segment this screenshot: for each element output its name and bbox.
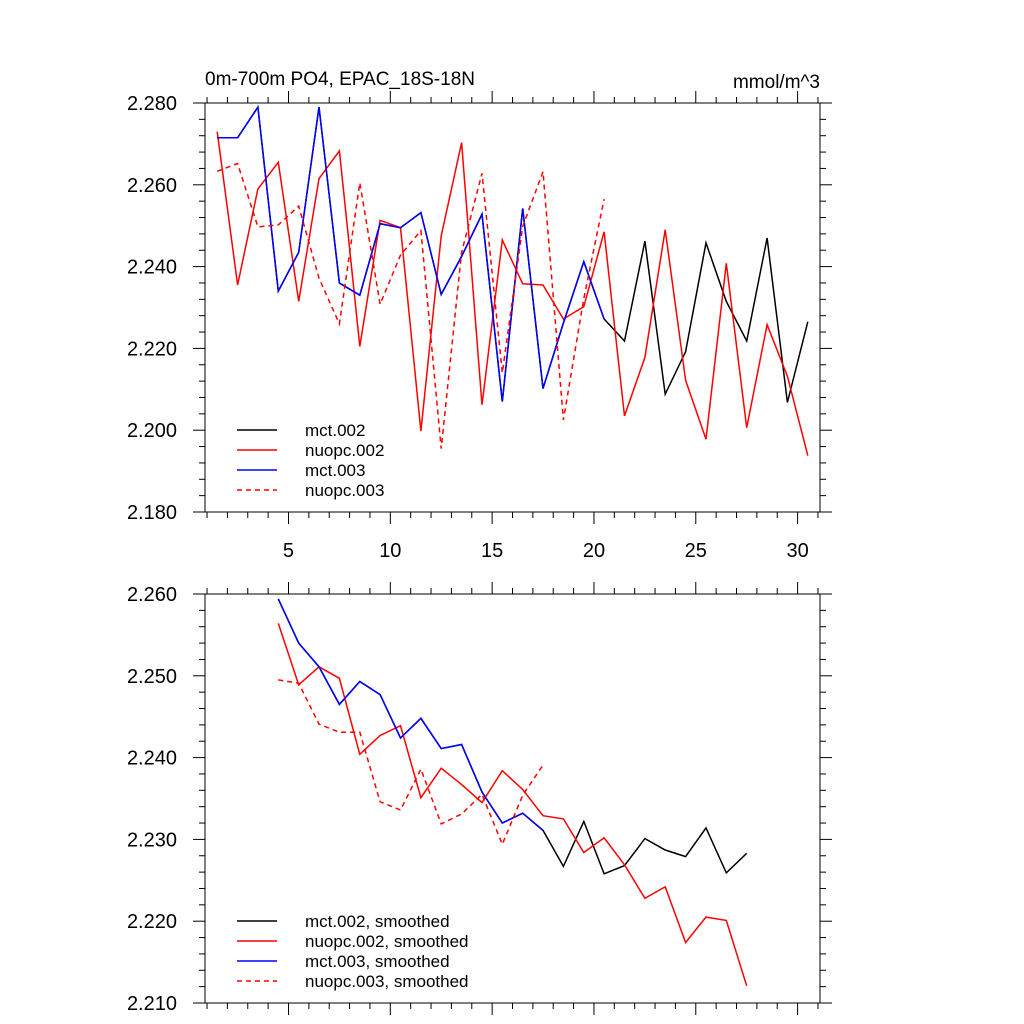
y-tick-label: 2.200 <box>127 420 177 442</box>
y-tick-label: 2.260 <box>127 584 177 606</box>
x-tick-label: 20 <box>583 540 605 562</box>
y-tick-label: 2.180 <box>127 502 177 524</box>
bottom-panel: 2.210 2.220 2.230 2.240 2.250 2.260 mct.002, s… <box>127 582 832 1015</box>
y-tick-label: 2.210 <box>127 993 177 1015</box>
plot-frame <box>204 593 821 1004</box>
y-tick-label: 2.260 <box>127 175 177 197</box>
units-label: mmol/m^3 <box>733 72 820 93</box>
legend-label: nuopc.002, smoothed <box>305 932 469 951</box>
top-panel: 2.180 2.200 2.220 2.240 2.260 2.280 5 10 15 20 25 3… <box>127 69 832 562</box>
y-tick-label: 2.220 <box>127 911 177 933</box>
legend-label: nuopc.003, smoothed <box>305 972 469 991</box>
x-tick-label: 15 <box>481 540 503 562</box>
x-tick-label: 25 <box>685 540 707 562</box>
x-tick-label: 30 <box>786 540 808 562</box>
x-tick-label: 5 <box>283 540 294 562</box>
y-tick-label: 2.220 <box>127 338 177 360</box>
series-line-nuopc-003-smoothed <box>278 679 544 847</box>
y-tick-label: 2.250 <box>127 666 177 688</box>
legend-label: nuopc.003 <box>305 481 384 500</box>
y-tick-label: 2.280 <box>127 93 177 115</box>
chart-title: 0m-700m PO4, EPAC_18S-18N <box>205 69 475 90</box>
series-line-mct-003-smoothed <box>277 598 544 831</box>
legend-label: mct.003 <box>305 461 365 480</box>
y-tick-label: 2.240 <box>127 748 177 770</box>
x-tick-label: 10 <box>379 540 401 562</box>
series-line-mct-003 <box>217 104 605 402</box>
series-line-nuopc-002-smoothed <box>277 623 748 987</box>
series-line-nuopc-002 <box>216 131 809 456</box>
legend-label: mct.002, smoothed <box>305 912 450 931</box>
legend-label: mct.003, smoothed <box>305 952 450 971</box>
legend-label: mct.002 <box>305 421 365 440</box>
series-line-nuopc-003 <box>216 162 605 449</box>
y-tick-label: 2.230 <box>127 829 177 851</box>
legend-label: nuopc.002 <box>305 441 384 460</box>
series-line-mct-002-smoothed <box>277 598 748 875</box>
y-tick-label: 2.240 <box>127 257 177 279</box>
